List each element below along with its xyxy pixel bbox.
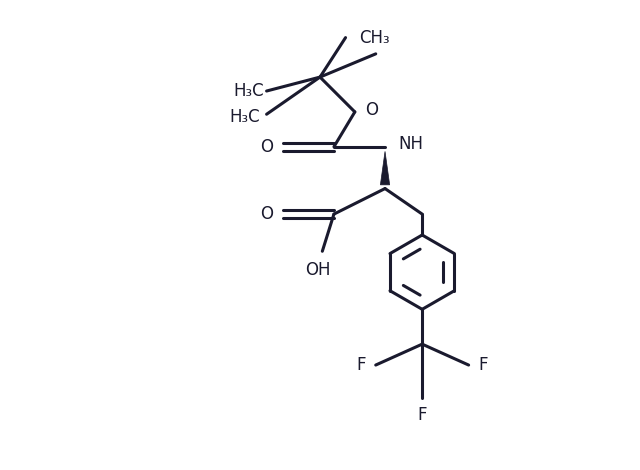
Text: O: O — [260, 205, 273, 223]
Text: F: F — [356, 356, 365, 374]
Text: F: F — [479, 356, 488, 374]
Text: O: O — [365, 101, 378, 118]
Text: NH: NH — [398, 135, 423, 153]
Text: F: F — [417, 406, 427, 424]
Polygon shape — [380, 151, 390, 185]
Text: CH₃: CH₃ — [360, 29, 390, 47]
Text: H₃C: H₃C — [234, 82, 264, 100]
Text: OH: OH — [305, 261, 330, 280]
Text: O: O — [260, 138, 273, 156]
Text: H₃C: H₃C — [229, 108, 260, 125]
